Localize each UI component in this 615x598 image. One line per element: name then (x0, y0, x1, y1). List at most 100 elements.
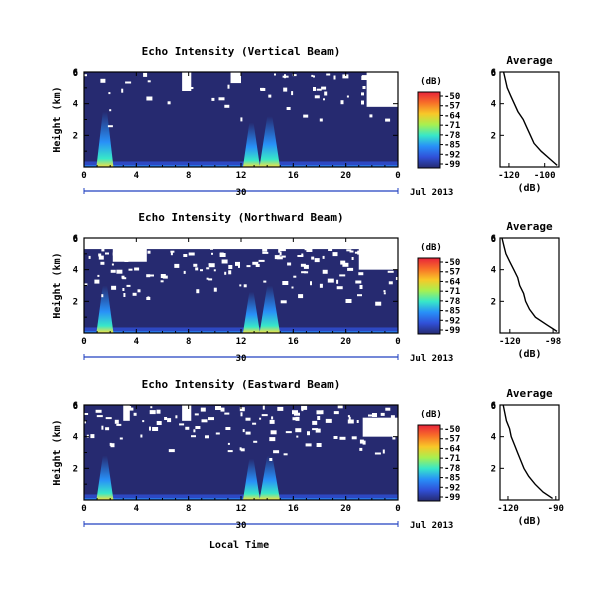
nodata-pixel (333, 411, 339, 415)
nodata-pixel (208, 263, 215, 268)
colorbar-tick-label: -92 (444, 316, 460, 326)
x-tick-label: 16 (288, 337, 299, 347)
nodata-pixel (98, 255, 104, 260)
nodata-pixel (279, 248, 286, 252)
nodata-pixel (301, 271, 307, 274)
nodata-pixel (107, 125, 113, 128)
nodata-pixel (200, 269, 203, 272)
nodata-pixel (362, 440, 366, 445)
nodata-pixel (265, 245, 271, 249)
nodata-pixel (246, 265, 251, 268)
nodata-pixel (341, 245, 347, 249)
nodata-pixel (105, 417, 112, 420)
nodata-pixel (88, 255, 91, 259)
average-frame (499, 71, 560, 168)
x-tick-label: 12 (236, 171, 247, 181)
nodata-pixel (373, 77, 376, 81)
nodata-pixel (229, 238, 234, 242)
nodata-pixel (282, 75, 289, 78)
average-y-top-label: 6 (491, 69, 496, 79)
nodata-pixel (243, 284, 247, 288)
y-tick-label: 6 (73, 68, 78, 78)
nodata-pixel (368, 89, 375, 93)
y-tick-label-top: 6 (73, 235, 78, 245)
nodata-pixel (307, 431, 310, 436)
nodata-pixel (379, 92, 384, 95)
average-y-tick-label: 4 (491, 100, 497, 110)
nodata-pixel (321, 410, 324, 415)
nodata-pixel (304, 271, 309, 274)
nodata-pixel (147, 80, 151, 83)
colorbar-tick-label: -50 (444, 425, 460, 435)
colorbar-tick-label: -78 (444, 297, 460, 307)
nodata-pixel (348, 416, 351, 420)
nodata-pixel (129, 406, 132, 410)
nodata-pixel (385, 251, 391, 256)
nodata-pixel (313, 87, 316, 91)
colorbar-tick-label: -85 (444, 474, 460, 484)
date-label: Jul 2013 (410, 521, 453, 531)
nodata-pixel (156, 409, 161, 414)
nodata-pixel (160, 280, 164, 283)
nodata-pixel (239, 284, 242, 287)
colorbar-tick-label: -57 (444, 435, 460, 445)
nodata-pixel (100, 78, 106, 83)
nodata-pixel (205, 435, 209, 439)
nodata-pixel (242, 429, 245, 433)
average-y-tick-label: 6 (491, 234, 496, 244)
nodata-pixel (258, 259, 265, 262)
nodata-pixel (312, 420, 318, 425)
date-label: Jul 2013 (410, 354, 453, 364)
nodata-pixel (146, 96, 153, 101)
nodata-pixel (263, 280, 267, 283)
nodata-pixel (295, 428, 302, 433)
nodata-pixel (280, 300, 287, 304)
nodata-pixel (162, 243, 169, 246)
x-tick-label: 4 (134, 504, 140, 514)
nodata-pixel (120, 253, 125, 256)
y-tick-label-top: 6 (73, 402, 78, 412)
panel-2: Echo Intensity (Eastward Beam) 0 4 8 12 16 20 0… (51, 378, 564, 531)
nodata-pixel (381, 249, 384, 252)
echo-streak (96, 111, 114, 167)
nodata-pixel (283, 87, 288, 92)
nodata-pixel (298, 294, 304, 299)
nodata-pixel (245, 417, 251, 421)
nodata-pixel (297, 243, 300, 246)
nodata-pixel (295, 416, 300, 421)
nodata-pixel (147, 296, 150, 300)
nodata-pixel (116, 269, 123, 274)
nodata-pixel (167, 101, 171, 105)
colorbar-tick-label: -85 (444, 141, 460, 151)
nodata-pixel (386, 245, 392, 249)
nodata-pixel (395, 277, 398, 280)
y-tick-label: 6 (73, 401, 78, 411)
nodata-pixel (240, 412, 243, 417)
nodata-pixel (286, 107, 291, 110)
nodata-pixel (312, 242, 319, 247)
nodata-pixel (227, 84, 230, 89)
nodata-pixel (380, 412, 385, 416)
x-tick-label: 0 (395, 171, 400, 181)
nodata-pixel (345, 299, 352, 303)
nodata-pixel (245, 431, 251, 435)
average-x-label: (dB) (517, 183, 541, 194)
nodata-pixel (347, 419, 354, 424)
x-tick-label: 4 (134, 337, 140, 347)
nodata-pixel (347, 267, 354, 271)
nodata-pixel (268, 94, 272, 98)
date-label: Jul 2013 (410, 188, 453, 198)
colorbar (417, 257, 441, 335)
colorbar-tick-label: -99 (444, 493, 460, 503)
nodata-pixel (240, 117, 243, 122)
y-tick-label-top: 6 (73, 69, 78, 79)
x-tick-label: 12 (236, 337, 247, 347)
nodata-pixel (88, 244, 95, 249)
nodata-pixel (378, 250, 381, 253)
nodata-pixel (121, 88, 124, 93)
nodata-pixel (175, 415, 178, 419)
nodata-pixel (319, 283, 323, 288)
nodata-pixel (279, 251, 282, 256)
nodata-pixel (396, 262, 398, 267)
nodata-pixel (368, 414, 374, 417)
